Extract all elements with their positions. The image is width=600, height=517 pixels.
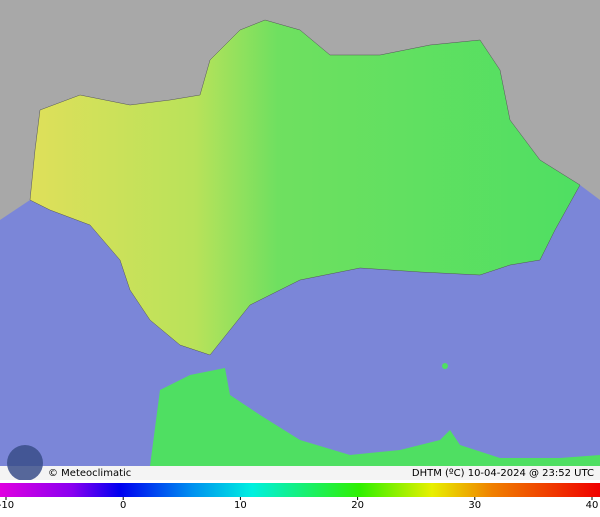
legend-tick-label: 30: [468, 500, 481, 511]
land-north: [0, 0, 600, 220]
credit: © Meteoclimatic: [48, 468, 131, 479]
island: [442, 363, 448, 369]
morocco: [150, 368, 600, 466]
caption: DHTM (ºC) 10-04-2024 @ 23:52 UTC: [412, 468, 594, 479]
color-scale: [0, 483, 600, 497]
legend-tick-label: 20: [351, 500, 364, 511]
legend-tick-label: 0: [120, 500, 126, 511]
legend-tick-label: 40: [586, 500, 599, 511]
logo: [7, 445, 43, 481]
legend-tick-label: 10: [234, 500, 247, 511]
legend-tick-label: -10: [0, 500, 14, 511]
footer-bar: [0, 466, 600, 480]
andalusia: [29, 19, 581, 356]
